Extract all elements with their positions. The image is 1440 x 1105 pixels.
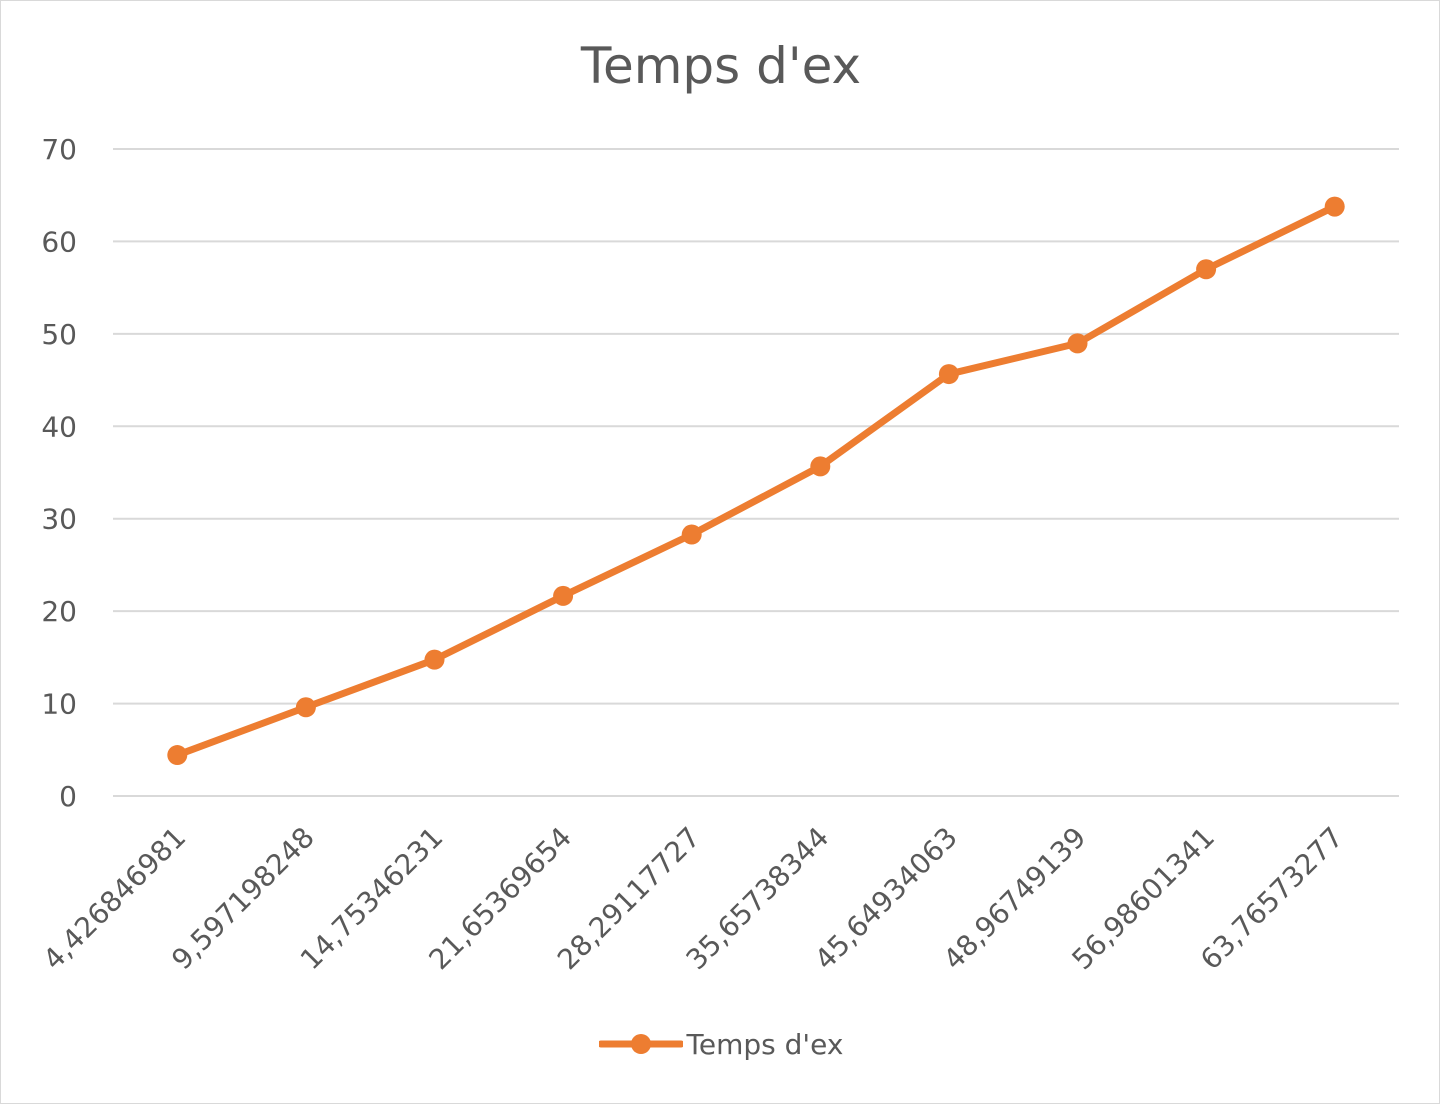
legend-label: Temps d'ex (686, 1027, 844, 1061)
y-tick-label: 30 (41, 503, 77, 536)
data-point (553, 585, 574, 606)
data-point (1067, 333, 1088, 354)
data-point (295, 697, 316, 718)
data-point (681, 524, 702, 545)
data-point (1324, 196, 1345, 217)
y-axis-ticks: 0 10 20 30 40 50 60 70 (41, 133, 77, 813)
y-tick-label: 0 (59, 780, 77, 813)
data-point (810, 456, 831, 477)
legend-marker (597, 1027, 685, 1061)
data-point (938, 364, 959, 385)
y-tick-label: 60 (41, 225, 77, 258)
data-point (424, 649, 445, 670)
gridlines (113, 148, 1399, 797)
y-tick-label: 70 (41, 133, 77, 166)
series-line (173, 203, 1339, 759)
x-axis-ticks: 4,4268469819,59719824814,7534623121,6536… (37, 821, 1350, 977)
legend: Temps d'ex (1, 1027, 1440, 1061)
y-tick-label: 40 (41, 410, 77, 443)
data-point (1196, 259, 1217, 280)
y-tick-label: 20 (41, 595, 77, 628)
y-tick-label: 50 (41, 318, 77, 351)
y-tick-label: 10 (41, 688, 77, 721)
data-point (167, 745, 188, 766)
series-temps-dex (167, 196, 1345, 766)
chart-title: Temps d'ex (580, 37, 862, 95)
